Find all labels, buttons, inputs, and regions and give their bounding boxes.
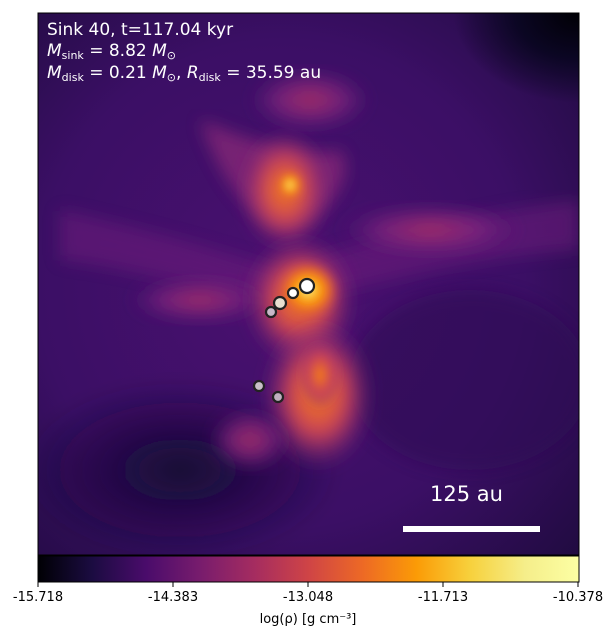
sink-2-marker (272, 295, 288, 311)
sink-title: Sink 40, t=117.04 kyr (47, 20, 234, 40)
sink-markers (252, 277, 316, 404)
sink-4-marker (264, 305, 278, 319)
colorbar-ticks (37, 582, 579, 587)
sink-3-marker (286, 286, 300, 300)
colorbar-tick-label: -14.383 (147, 590, 199, 605)
colorbar-tick-label: -10.378 (552, 590, 604, 605)
sink-6-marker (271, 390, 285, 404)
colorbar-label: log(ρ) [g cm⁻³] (259, 612, 357, 627)
sink-mass-label: Msink = 8.82 M⊙ (47, 41, 177, 62)
disk-label: Mdisk = 0.21 M⊙, Rdisk = 35.59 au (47, 63, 322, 84)
colorbar-tick-label: -11.713 (417, 590, 469, 605)
sink-5-marker (252, 379, 266, 393)
colorbar (37, 555, 580, 583)
sink-1-marker (298, 277, 316, 295)
map-frame (37, 12, 580, 556)
scale-bar-label: 125 au (430, 482, 503, 506)
colorbar-tick-label: -13.048 (282, 590, 334, 605)
colorbar-tick-label: -15.718 (12, 590, 64, 605)
scale-bar (403, 526, 540, 532)
density-map (38, 13, 579, 555)
